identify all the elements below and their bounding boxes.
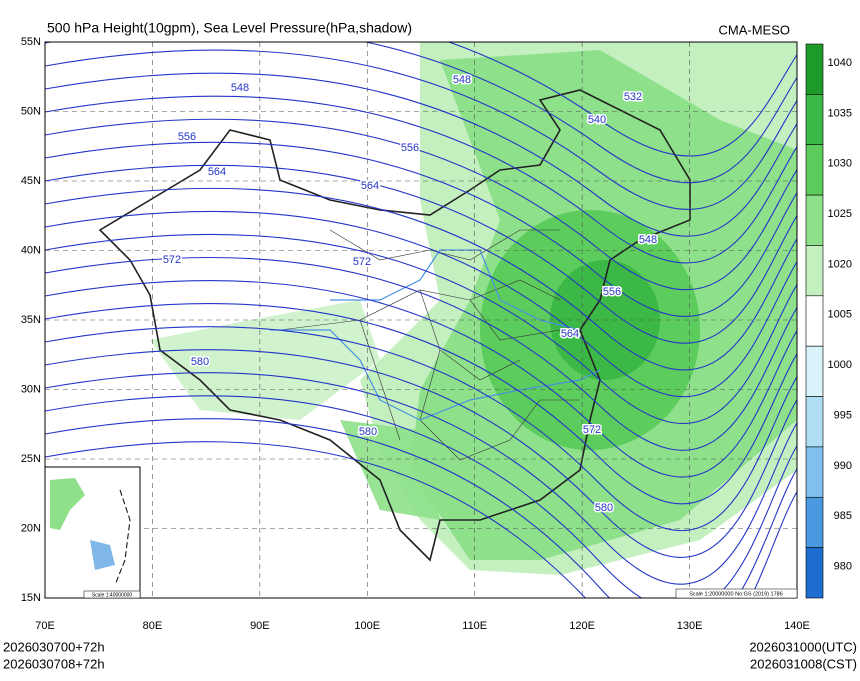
colorbar-label: 1005 — [828, 309, 852, 321]
colorbar: 1040 1035 1030 1025 1020 1005 1000 995 990 985 980 — [805, 43, 852, 599]
inset-scale: Scale 1:40000000 — [92, 592, 133, 598]
contour-line — [447, 42, 797, 157]
contour-line — [45, 210, 797, 397]
colorbar-label: 985 — [834, 510, 852, 522]
contour-line — [45, 233, 797, 424]
lon-label: 80E — [143, 620, 163, 632]
colorbar-swatch — [805, 547, 824, 599]
contour-label: 564 — [208, 166, 226, 178]
valid-utc: 2026031000(UTC) — [749, 639, 857, 654]
contour-line — [45, 42, 797, 184]
contour-line — [45, 279, 797, 478]
pressure-shading — [150, 42, 797, 575]
lat-label: 30N — [21, 383, 41, 395]
contour-label: 580 — [191, 356, 209, 368]
colorbar-swatch — [805, 94, 824, 146]
contour-label: 556 — [603, 286, 621, 298]
contour-label: 572 — [163, 254, 181, 266]
lat-label: 45N — [21, 175, 41, 187]
colorbar-label: 980 — [834, 561, 852, 573]
contour-line — [45, 141, 797, 317]
colorbar-label: 1000 — [828, 359, 852, 371]
lat-label: 50N — [21, 105, 41, 117]
contour-label: 564 — [561, 328, 579, 340]
contour-label: 540 — [588, 114, 606, 126]
contour-line — [45, 349, 797, 558]
contour-line — [45, 326, 797, 531]
colorbar-swatch — [805, 345, 824, 397]
contour-line — [45, 372, 797, 585]
contour-label: 548 — [231, 82, 249, 94]
init-utc: 2026030700+72h — [3, 639, 105, 654]
contour-line — [45, 49, 797, 210]
colorbar-swatch — [805, 446, 824, 498]
lat-label: 15N — [21, 592, 41, 604]
inset-map: Scale 1:40000000 — [44, 466, 141, 599]
lon-label: 100E — [354, 620, 380, 632]
colorbar-label: 995 — [834, 409, 852, 421]
scale-box — [675, 588, 798, 599]
contour-label: 548 — [639, 234, 657, 246]
lon-label: 120E — [569, 620, 595, 632]
colorbar-swatch — [805, 144, 824, 196]
contour-label: 556 — [178, 131, 196, 143]
contour-label: 532 — [624, 91, 642, 103]
colorbar-swatch — [805, 295, 824, 347]
lat-label: 25N — [21, 453, 41, 465]
lat-label: 40N — [21, 244, 41, 256]
contour-line — [45, 72, 797, 237]
lon-label: 140E — [784, 620, 810, 632]
init-cst: 2026030708+72h — [3, 656, 105, 671]
grid: 55N 50N 45N 40N 35N 30N 25N 20N 15N 70E 80E 90E 100E… — [21, 36, 810, 632]
colorbar-label: 1040 — [828, 57, 852, 69]
contour-label: 556 — [401, 142, 419, 154]
lon-label: 110E — [462, 620, 487, 632]
contour-label: 572 — [583, 424, 601, 436]
contour-label: 580 — [595, 502, 613, 514]
contour-label: 580 — [359, 426, 377, 438]
colorbar-swatch — [805, 496, 824, 548]
contour-line — [45, 441, 797, 598]
map-frame — [44, 41, 798, 599]
contour-line — [45, 302, 797, 505]
colorbar-swatch — [805, 396, 824, 448]
contour-label: 564 — [361, 180, 379, 192]
lat-label: 20N — [21, 522, 41, 534]
colorbar-swatch — [805, 43, 824, 95]
lon-label: 70E — [35, 620, 55, 632]
lat-label: 35N — [21, 314, 41, 326]
contour-label: 572 — [353, 256, 371, 268]
province-borders — [279, 229, 580, 461]
contour-line — [45, 118, 797, 291]
contour-line — [45, 395, 797, 598]
colorbar-swatch — [805, 194, 824, 246]
colorbar-label: 990 — [834, 460, 852, 472]
contour-label: 548 — [453, 74, 471, 86]
scale-note: Scale 1:20000000 No:GS (2019) 1786 — [689, 591, 783, 597]
contour-line — [45, 164, 797, 344]
colorbar-label: 1020 — [828, 258, 852, 270]
country-borders — [98, 89, 691, 562]
colorbar-swatch — [805, 245, 824, 297]
contour-line — [45, 187, 797, 371]
colorbar-label: 1035 — [828, 107, 852, 119]
valid-cst: 2026031008(CST) — [750, 656, 857, 671]
contour-line — [45, 256, 797, 451]
contour-line — [45, 418, 797, 598]
contour-line — [45, 95, 797, 264]
lon-label: 90E — [250, 620, 270, 632]
height-contours: 548 556 564 572 580 548 556 564 572 580 540 532 548 5… — [45, 42, 797, 598]
colorbar-label: 1030 — [828, 158, 852, 170]
lon-label: 130E — [677, 620, 703, 632]
source-label: CMA-MESO — [719, 22, 791, 37]
colorbar-label: 1025 — [828, 208, 852, 220]
lat-label: 55N — [21, 36, 41, 48]
map-title: 500 hPa Height(10gpm), Sea Level Pressur… — [47, 20, 412, 36]
